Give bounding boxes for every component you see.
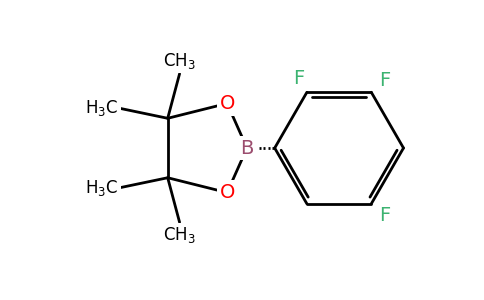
Text: F: F <box>293 69 304 88</box>
Text: O: O <box>219 183 235 202</box>
Text: B: B <box>240 139 254 158</box>
Text: F: F <box>379 206 391 225</box>
Text: H$_3$C: H$_3$C <box>85 178 118 198</box>
Text: CH$_3$: CH$_3$ <box>163 225 196 245</box>
Text: CH$_3$: CH$_3$ <box>163 51 196 71</box>
Text: H$_3$C: H$_3$C <box>85 98 118 118</box>
Text: F: F <box>379 71 391 90</box>
Text: O: O <box>219 94 235 113</box>
